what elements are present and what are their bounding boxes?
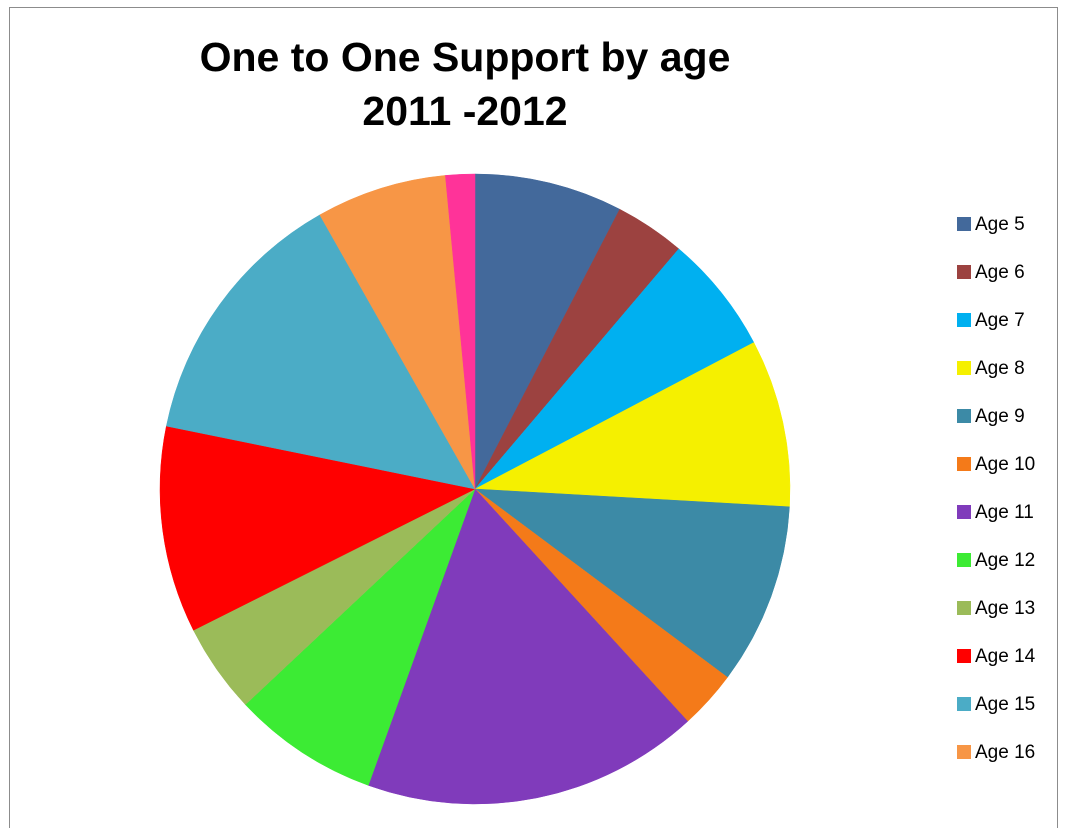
pie-slice-age-9: [474, 488, 790, 678]
legend-item: Age 8: [957, 354, 1062, 402]
legend-item: Age 10: [957, 450, 1062, 498]
pie-slice-age-12: [245, 488, 476, 786]
legend-label: Age 7: [975, 310, 1025, 331]
legend-swatch: [957, 313, 971, 327]
pie-slice-age-16: [319, 175, 476, 490]
pie-slice-age-11: [367, 488, 689, 805]
legend-label: Age 5: [975, 214, 1025, 235]
pie-slice-age-5: [474, 173, 621, 490]
legend-label: Age 16: [975, 742, 1036, 763]
legend-label: Age 11: [975, 502, 1034, 523]
legend-label: Age 12: [975, 550, 1036, 571]
legend-item: Age 13: [957, 594, 1062, 642]
legend-item: Age 6: [957, 258, 1062, 306]
legend-swatch: [957, 505, 971, 519]
legend-swatch: [957, 361, 971, 375]
legend-item: Age 5: [957, 210, 1062, 258]
legend-label: Age 6: [975, 262, 1025, 283]
pie-slice-other-12: [445, 173, 476, 490]
pie-slice-age-14: [159, 425, 476, 631]
legend-label: Age 8: [975, 358, 1025, 379]
legend-label: Age 10: [975, 454, 1036, 475]
legend-item: Age 12: [957, 546, 1062, 594]
pie-slice-age-15: [166, 214, 476, 490]
legend-swatch: [957, 553, 971, 567]
legend: Age 5 Age 6 Age 7 Age 8 Age 9 Age 10 Age 11 Age…: [957, 210, 1062, 786]
pie-slice-age-7: [474, 248, 755, 490]
pie-slice-age-8: [474, 342, 791, 508]
legend-swatch: [957, 697, 971, 711]
legend-item: Age 9: [957, 402, 1062, 450]
legend-label: Age 9: [975, 406, 1025, 427]
pie-slices: [159, 173, 791, 805]
legend-item: Age 16: [957, 738, 1062, 786]
legend-label: Age 14: [975, 646, 1036, 667]
legend-item: Age 7: [957, 306, 1062, 354]
legend-swatch: [957, 265, 971, 279]
legend-swatch: [957, 601, 971, 615]
legend-item: Age 14: [957, 642, 1062, 690]
legend-swatch: [957, 457, 971, 471]
chart-title-line-1: One to One Support by age: [199, 34, 731, 80]
legend-swatch: [957, 745, 971, 759]
legend-item: Age 15: [957, 690, 1062, 738]
legend-swatch: [957, 409, 971, 423]
legend-swatch: [957, 649, 971, 663]
legend-item: Age 11: [957, 498, 1062, 546]
legend-swatch: [957, 217, 971, 231]
chart-title-line-2: 2011 -2012: [362, 88, 568, 134]
chart-title: One to One Support by age 2011 -2012: [0, 30, 930, 138]
legend-label: Age 15: [975, 694, 1036, 715]
legend-label: Age 13: [975, 598, 1036, 619]
